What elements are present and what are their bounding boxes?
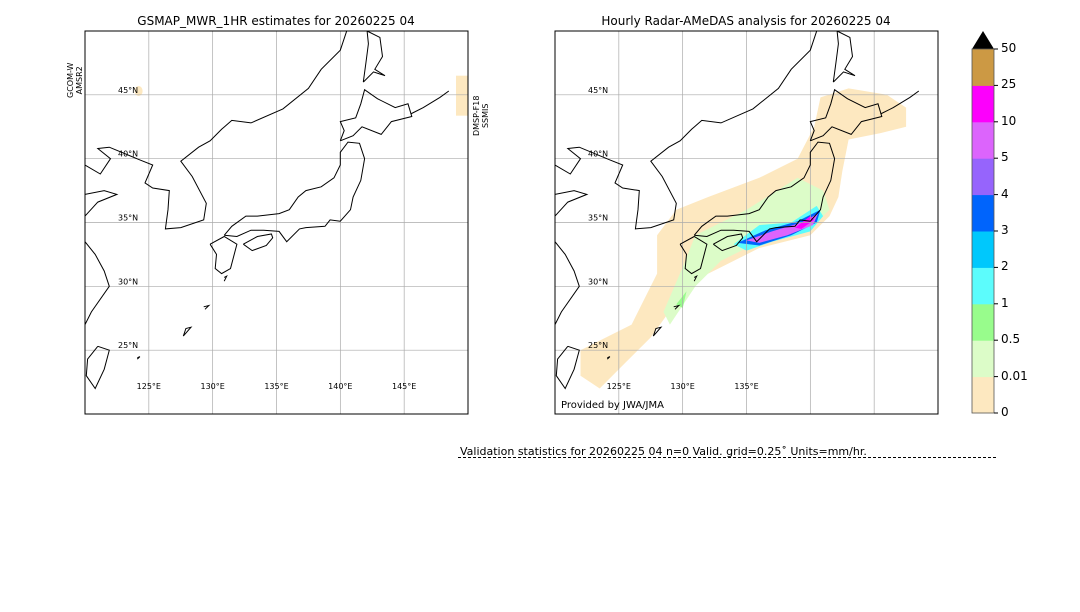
lat-tick-label: 30°N — [118, 277, 138, 286]
lon-tick-label: 135°E — [264, 382, 288, 391]
coastline — [223, 274, 228, 282]
left-map-content — [85, 31, 468, 414]
rain-area — [746, 213, 818, 243]
coastline — [693, 141, 836, 243]
coastline — [809, 88, 883, 142]
coastline — [203, 304, 211, 310]
lon-tick-label: 125°E — [137, 382, 161, 391]
coastline — [606, 356, 611, 360]
lat-tick-label: 25°N — [588, 341, 608, 350]
validation-text: Validation statistics for 20260225 04 n=… — [460, 445, 867, 458]
coastline — [693, 274, 698, 282]
dashed-divider — [458, 457, 996, 458]
colorbar-extend-arrow — [972, 31, 994, 49]
lon-tick-label: 130°E — [671, 382, 695, 391]
colorbar-segment — [972, 194, 994, 232]
left-map: 45°N 40°N 35°N 30°N 25°N 125°E 130°E 135°E 140°E… — [84, 30, 469, 415]
lat-tick-label: 40°N — [118, 150, 138, 159]
colorbar-label: 3 — [1001, 223, 1009, 237]
coastline — [85, 345, 110, 390]
coastline — [679, 235, 708, 275]
trace-rain-area — [134, 86, 143, 97]
colorbar-segment — [972, 340, 994, 378]
coastline — [555, 190, 589, 217]
colorbar-segment — [972, 158, 994, 196]
colorbar-label: 25 — [1001, 77, 1017, 92]
colorbar-segment — [972, 49, 994, 86]
trace-rain-area — [456, 75, 468, 116]
coastline — [85, 31, 348, 230]
coastline — [652, 326, 663, 337]
lon-tick-label: 135°E — [734, 382, 758, 391]
left-map-title: GSMAP_MWR_1HR estimates for 20260225 04 — [137, 14, 415, 28]
coastline — [410, 90, 450, 115]
colorbar-segment — [972, 303, 994, 341]
rain-area — [663, 177, 830, 325]
lat-tick-label: 45°N — [588, 86, 608, 95]
coastline — [182, 326, 193, 337]
coastline — [555, 345, 580, 390]
colorbar-label: 5 — [1001, 150, 1009, 165]
coastline — [555, 241, 580, 325]
coastline — [243, 233, 274, 252]
right-map-title: Hourly Radar-AMeDAS analysis for 2026022… — [601, 14, 891, 28]
coastline — [85, 190, 119, 217]
colorbar-segment — [972, 121, 994, 159]
colorbar-segment — [972, 267, 994, 305]
colorbar-segment — [972, 231, 994, 268]
lon-tick-label: 140°E — [328, 382, 352, 391]
colorbar — [971, 31, 998, 414]
right-map: 45°N 40°N 35°N 30°N 25°N 125°E 130°E 135°E Provi… — [554, 30, 939, 415]
lon-tick-label: 130°E — [201, 382, 225, 391]
lat-tick-label: 40°N — [588, 150, 608, 159]
lon-tick-label: 145°E — [392, 382, 416, 391]
colorbar-label: 0.01 — [1001, 368, 1028, 383]
colorbar-label: 50 — [1001, 41, 1017, 55]
coastline — [209, 235, 238, 275]
coastline — [880, 90, 920, 115]
lon-tick-label: 125°E — [607, 382, 631, 391]
map-frame — [84, 30, 469, 415]
lat-tick-label: 35°N — [588, 214, 608, 223]
coastline — [223, 141, 366, 243]
colorbar-segment — [972, 376, 994, 414]
colorbar-label: 1 — [1001, 295, 1009, 310]
coastline — [673, 304, 681, 310]
lat-tick-label: 35°N — [118, 214, 138, 223]
rain-area — [676, 291, 687, 308]
colorbar-label: 4 — [1001, 186, 1009, 201]
colorbar-segment — [972, 85, 994, 123]
colorbar-label: 10 — [1001, 113, 1017, 128]
colorbar-label: 2 — [1001, 259, 1009, 274]
credit-label: Provided by JWA/JMA — [561, 400, 664, 411]
coastline — [713, 233, 744, 252]
coastline — [555, 31, 818, 230]
lat-tick-label: 25°N — [118, 341, 138, 350]
coastline — [85, 241, 110, 325]
colorbar-label: 0 — [1001, 405, 1009, 419]
right-map-content — [555, 31, 938, 414]
map-frame — [554, 30, 939, 415]
coastline — [832, 31, 856, 83]
colorbar-label: 0.5 — [1001, 332, 1021, 347]
coastline — [362, 31, 386, 83]
coastline — [136, 356, 141, 360]
lat-tick-label: 30°N — [588, 277, 608, 286]
lat-tick-label: 45°N — [118, 86, 138, 95]
coastline — [339, 88, 413, 142]
